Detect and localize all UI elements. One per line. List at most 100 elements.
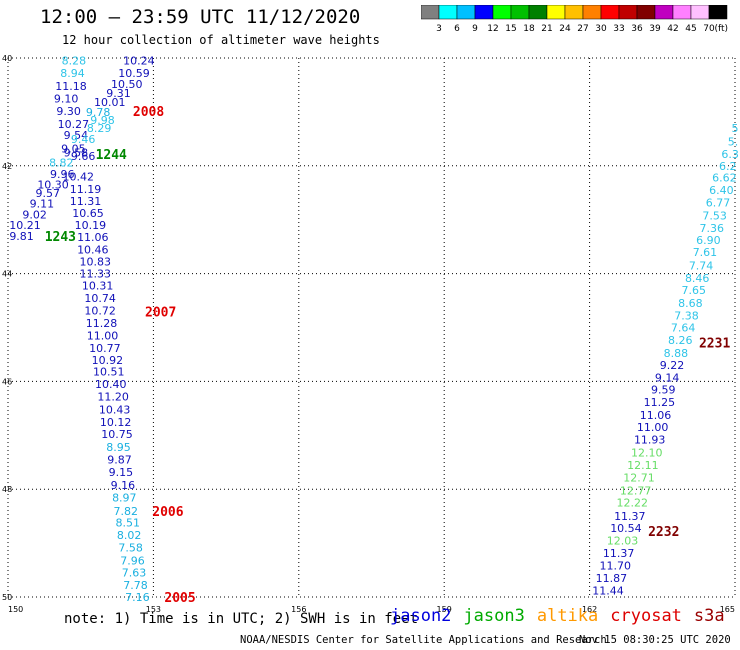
wave-height-label: 10.51 (93, 366, 125, 379)
wave-height-label: 9.78 (86, 106, 111, 119)
axis-tick-labels: 150 153 156 159 162 165 40 42 44 46 48 50 (2, 54, 735, 614)
wave-height-label: 10.01 (94, 96, 126, 109)
x-tick-label: 165 (720, 605, 735, 614)
y-tick-label: 48 (2, 485, 12, 494)
wave-height-label: 12.22 (617, 497, 649, 510)
satellite-legend-item: altika (536, 606, 599, 626)
wave-height-label: 10.92 (92, 354, 124, 367)
colorbar-label: 30 (595, 24, 607, 34)
wave-height-label: 11.31 (70, 195, 102, 208)
wave-height-label: 9.05 (61, 143, 86, 156)
wave-height-label: 9.96 (50, 168, 75, 181)
wave-height-label: 8.29 (87, 122, 112, 135)
y-tick-label: 44 (2, 270, 12, 279)
wave-height-label: 7.74 (689, 260, 714, 273)
y-tick-label: 46 (2, 377, 12, 386)
x-tick-label: 162 (582, 605, 597, 614)
wave-height-label: 9.10 (54, 92, 79, 105)
x-tick-label: 153 (146, 605, 161, 614)
wave-height-label: 6.90 (696, 234, 721, 247)
wave-height-label: 6.40 (709, 184, 734, 197)
wave-height-label: 9.54 (64, 129, 89, 142)
wave-height-label: 5 (732, 122, 739, 135)
wave-height-label: 8.94 (60, 67, 85, 80)
wave-height-label: 11.70 (600, 560, 632, 573)
pass-time-label: 2007 (145, 305, 176, 320)
wave-height-label: 10.12 (100, 416, 132, 429)
wave-height-label: 9.11 (30, 198, 55, 211)
wave-height-label: 7.36 (699, 222, 724, 235)
wave-height-label: 10.19 (75, 219, 107, 232)
wave-height-label: 10.24 (123, 55, 155, 68)
pass-time-label: 2006 (152, 505, 183, 520)
wave-height-label: 9.57 (35, 187, 60, 200)
wave-height-label: 11.37 (603, 547, 635, 560)
wave-height-label: 10.46 (77, 243, 109, 256)
wave-height-label: 8.68 (678, 297, 703, 310)
satellite-legend-item: cryosat (610, 606, 682, 626)
wave-height-label: 8.95 (106, 441, 131, 454)
wave-height-label: 10.54 (610, 522, 642, 535)
wave-height-label: 10.40 (95, 378, 127, 391)
colorbar-label: 36 (631, 24, 643, 34)
wave-height-label: 10.27 (58, 118, 90, 131)
colorbar-label: 39 (649, 24, 661, 34)
wave-height-label: 7.53 (702, 209, 727, 222)
wave-height-label: 8.82 (49, 157, 74, 170)
wave-height-label: 9.30 (56, 105, 81, 118)
wave-height-label: 9.66 (71, 150, 96, 163)
wave-height-label: 11.25 (644, 396, 676, 409)
colorbar-label: 6 (454, 24, 460, 34)
wave-height-label: 7.58 (118, 541, 143, 554)
wave-height-label: 9.16 (111, 479, 136, 492)
colorbar-label: 27 (577, 24, 588, 34)
y-tick-label: 42 (2, 162, 12, 171)
wave-height-label: 6.3 (721, 148, 739, 161)
wave-height-label: 10.31 (82, 279, 114, 292)
colorbar-label: 12 (487, 24, 498, 34)
wave-height-label: 11.00 (87, 330, 119, 343)
satellite-legend-item: s3a (693, 606, 725, 626)
colorbar-label: 33 (613, 24, 624, 34)
chart-subtitle: 12 hour collection of altimeter wave hei… (62, 33, 380, 47)
x-tick-label: 159 (437, 605, 452, 614)
wave-height-label: 10.75 (101, 428, 133, 441)
wave-height-label: 9.87 (107, 454, 132, 467)
wave-height-label: 7.63 (122, 567, 147, 580)
colorbar-label: 9 (472, 24, 478, 34)
wave-height-label: 9.46 (71, 133, 96, 146)
pass-time-label: 2231 (699, 337, 730, 352)
wave-height-label: 10.65 (72, 207, 104, 220)
wave-height-label: 11.33 (79, 268, 111, 281)
wave-height-label: 9.14 (655, 372, 680, 385)
wave-height-label: 7.65 (682, 284, 707, 297)
wave-height-label: 7.38 (674, 310, 699, 323)
wave-height-label: 8.88 (664, 347, 689, 360)
wave-height-label: 6.77 (706, 196, 731, 209)
colorbar-label: 70 (703, 24, 715, 34)
wave-height-label: 8.97 (112, 491, 137, 504)
y-tick-label: 50 (2, 593, 12, 602)
y-tick-label: 40 (2, 54, 12, 63)
wave-height-label: 10.21 (9, 219, 41, 232)
wave-height-label: 11.18 (55, 80, 87, 93)
footer-timestamp: Nov 15 08:30:25 UTC 2020 (579, 634, 731, 646)
wave-height-label: 7.61 (693, 246, 718, 259)
wave-height-label: 12.77 (620, 484, 652, 497)
chart-title: 12:00 — 23:59 UTC 11/12/2020 (40, 6, 361, 28)
colorbar-label: 3 (436, 24, 442, 34)
wave-height-label: 10.74 (84, 292, 116, 305)
satellite-legend: jason2 jason3 altika cryosat s3a (390, 606, 737, 626)
footer-organization: NOAA/NESDIS Center for Satellite Applica… (240, 634, 607, 646)
wave-height-label: 9.22 (660, 359, 685, 372)
pass-time-label: 2008 (133, 105, 164, 120)
colorbar-legend: 3 6 9 12 15 18 21 24 27 30 33 36 39 42 45 70 (ft) (421, 5, 728, 34)
wave-height-label: 12.11 (627, 459, 659, 472)
wave-height-label: 10.30 (37, 179, 69, 192)
pass-time-label: 2232 (648, 525, 679, 540)
wave-height-label: 7.96 (120, 554, 145, 567)
wave-height-label: 9.15 (109, 466, 134, 479)
wave-height-label: 10.72 (84, 304, 116, 317)
wave-height-label: 10.50 (111, 78, 143, 91)
satellite-legend-item: jason2 (390, 606, 452, 626)
